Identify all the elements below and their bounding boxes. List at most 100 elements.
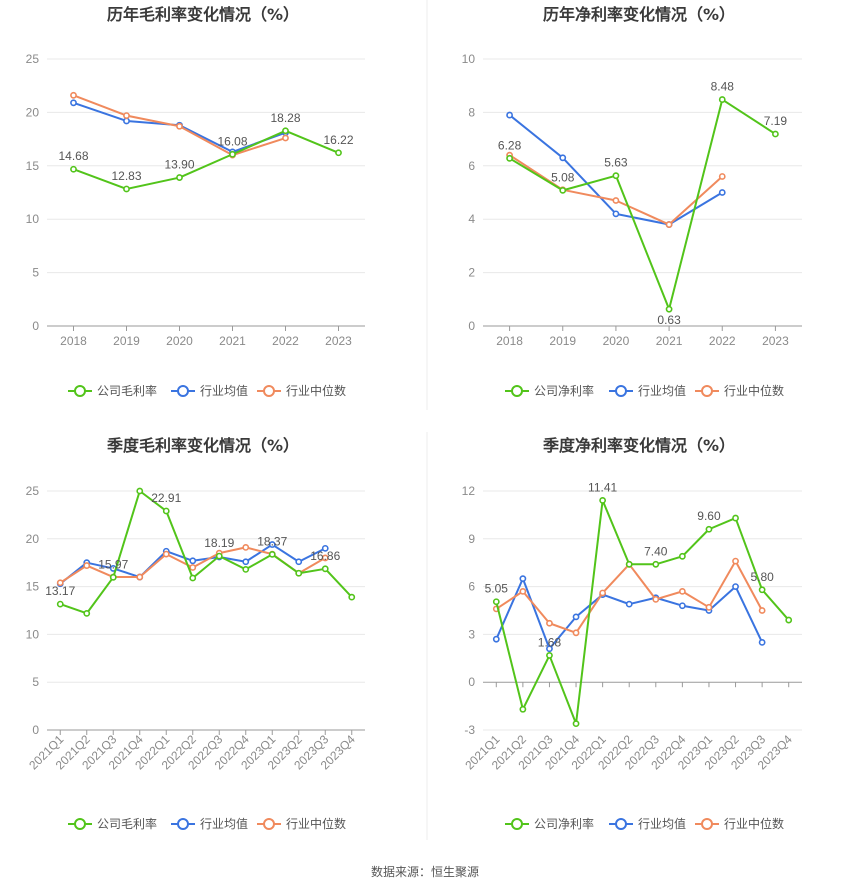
data-point[interactable] (665, 221, 673, 228)
data-point[interactable] (295, 558, 303, 566)
legend-marker[interactable] (263, 385, 275, 397)
data-point[interactable] (268, 541, 276, 548)
data-point[interactable] (758, 607, 766, 614)
data-point[interactable] (506, 111, 513, 119)
legend-label[interactable]: 行业均值 (200, 383, 248, 398)
data-point[interactable] (282, 127, 289, 135)
data-point[interactable] (705, 603, 713, 611)
data-point[interactable] (56, 600, 64, 608)
legend-label[interactable]: 公司毛利率 (97, 383, 157, 398)
legend-marker[interactable] (701, 385, 713, 397)
data-point[interactable] (678, 602, 686, 610)
data-point[interactable] (136, 487, 144, 495)
data-point[interactable] (83, 562, 91, 569)
data-point[interactable] (282, 134, 289, 142)
data-point[interactable] (242, 565, 250, 573)
data-point[interactable] (189, 574, 197, 582)
data-point[interactable] (572, 629, 580, 637)
data-point[interactable] (123, 185, 130, 193)
legend-label[interactable]: 行业均值 (638, 383, 686, 398)
data-point[interactable] (705, 525, 713, 533)
data-point[interactable] (546, 645, 553, 653)
data-point[interactable] (758, 586, 766, 594)
data-point[interactable] (772, 130, 779, 138)
data-point[interactable] (189, 564, 197, 571)
data-point[interactable] (652, 560, 660, 568)
data-point[interactable] (612, 172, 620, 180)
data-point[interactable] (268, 550, 276, 558)
data-point[interactable] (652, 595, 660, 603)
data-point[interactable] (546, 619, 553, 627)
data-point[interactable] (612, 197, 620, 204)
data-point[interactable] (546, 652, 553, 659)
legend-marker[interactable] (177, 385, 189, 397)
data-point[interactable] (519, 587, 527, 595)
data-point[interactable] (678, 587, 686, 595)
legend-label[interactable]: 公司净利率 (534, 816, 594, 831)
data-point[interactable] (162, 507, 170, 515)
legend-marker[interactable] (615, 818, 627, 830)
data-point[interactable] (519, 705, 527, 713)
data-point[interactable] (136, 573, 144, 581)
legend-marker[interactable] (74, 818, 86, 830)
data-point[interactable] (109, 573, 117, 581)
data-point[interactable] (70, 165, 77, 173)
data-point[interactable] (599, 589, 607, 597)
data-point[interactable] (176, 174, 183, 181)
data-point[interactable] (321, 544, 329, 552)
legend-marker[interactable] (511, 385, 523, 397)
legend-label[interactable]: 行业中位数 (286, 383, 346, 398)
data-point[interactable] (321, 565, 329, 573)
data-point[interactable] (56, 579, 64, 587)
data-point[interactable] (123, 112, 130, 120)
data-point[interactable] (506, 154, 513, 162)
legend-label[interactable]: 行业均值 (200, 816, 248, 831)
data-point[interactable] (242, 544, 250, 551)
data-point[interactable] (732, 557, 739, 565)
data-point[interactable] (229, 150, 236, 158)
data-point[interactable] (572, 613, 580, 621)
legend-label[interactable]: 行业均值 (638, 816, 686, 831)
data-point[interactable] (242, 558, 250, 566)
data-point[interactable] (559, 186, 567, 194)
data-point[interactable] (162, 550, 170, 558)
data-point[interactable] (718, 173, 726, 180)
data-point[interactable] (335, 149, 342, 157)
data-point[interactable] (758, 638, 766, 646)
legend-marker[interactable] (177, 818, 189, 830)
legend-label[interactable]: 行业中位数 (724, 383, 784, 398)
legend-marker[interactable] (511, 818, 523, 830)
data-point[interactable] (176, 122, 183, 130)
data-point[interactable] (189, 557, 197, 565)
data-point[interactable] (678, 552, 686, 560)
legend-label[interactable]: 行业中位数 (286, 816, 346, 831)
data-point[interactable] (625, 560, 633, 568)
data-point[interactable] (492, 635, 500, 643)
legend-marker[interactable] (74, 385, 86, 397)
data-point[interactable] (559, 154, 567, 162)
data-point[interactable] (70, 99, 77, 107)
data-point[interactable] (785, 616, 793, 624)
data-point[interactable] (599, 497, 607, 504)
data-point[interactable] (519, 575, 527, 583)
data-point[interactable] (348, 593, 356, 601)
data-point[interactable] (295, 569, 303, 577)
data-point[interactable] (123, 117, 130, 125)
legend-marker[interactable] (263, 818, 275, 830)
data-point[interactable] (732, 514, 739, 522)
data-point[interactable] (572, 720, 580, 728)
data-point[interactable] (70, 91, 77, 99)
data-point[interactable] (321, 554, 329, 562)
data-point[interactable] (83, 609, 91, 617)
data-point[interactable] (215, 552, 223, 560)
data-point[interactable] (492, 598, 500, 606)
legend-marker[interactable] (615, 385, 627, 397)
legend-marker[interactable] (701, 818, 713, 830)
data-point[interactable] (718, 189, 726, 196)
legend-label[interactable]: 行业中位数 (724, 816, 784, 831)
data-point[interactable] (732, 583, 739, 590)
data-point[interactable] (665, 305, 673, 313)
legend-label[interactable]: 公司毛利率 (97, 816, 157, 831)
data-point[interactable] (718, 96, 726, 103)
legend-label[interactable]: 公司净利率 (534, 383, 594, 398)
